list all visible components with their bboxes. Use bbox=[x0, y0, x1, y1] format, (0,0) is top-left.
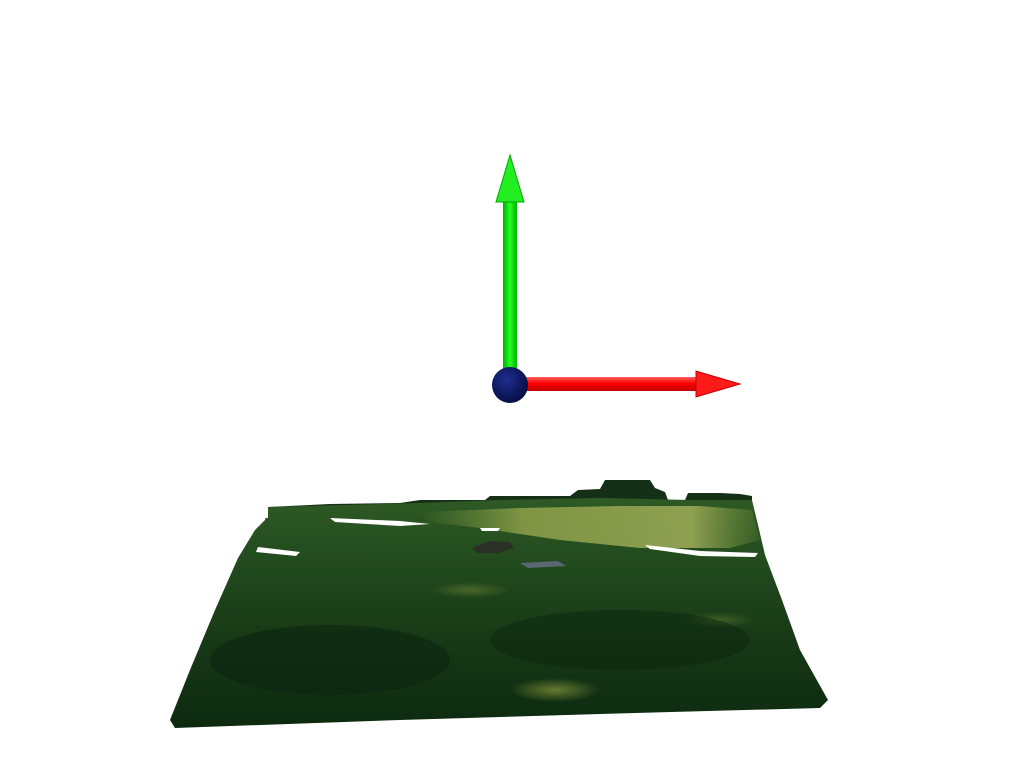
cloud-gap bbox=[645, 545, 758, 557]
origin-sphere[interactable] bbox=[492, 367, 528, 403]
shadow-patch bbox=[490, 610, 750, 670]
sunlit-band bbox=[420, 506, 760, 548]
cloud-gap bbox=[262, 508, 268, 518]
axes-gizmo[interactable] bbox=[492, 153, 742, 403]
sun-spot bbox=[685, 612, 755, 628]
cloud-gap bbox=[256, 547, 300, 556]
sun-spot bbox=[510, 678, 600, 702]
y-axis-arrow[interactable] bbox=[495, 153, 525, 384]
shadow-patch bbox=[210, 625, 450, 695]
cloud-gap bbox=[480, 528, 500, 531]
sun-spot bbox=[430, 582, 510, 598]
gray-object bbox=[520, 561, 566, 568]
x-axis-arrow[interactable] bbox=[512, 370, 742, 398]
ground-point-cloud bbox=[170, 480, 828, 728]
cloud-gap bbox=[330, 518, 430, 526]
dark-object bbox=[472, 541, 514, 553]
